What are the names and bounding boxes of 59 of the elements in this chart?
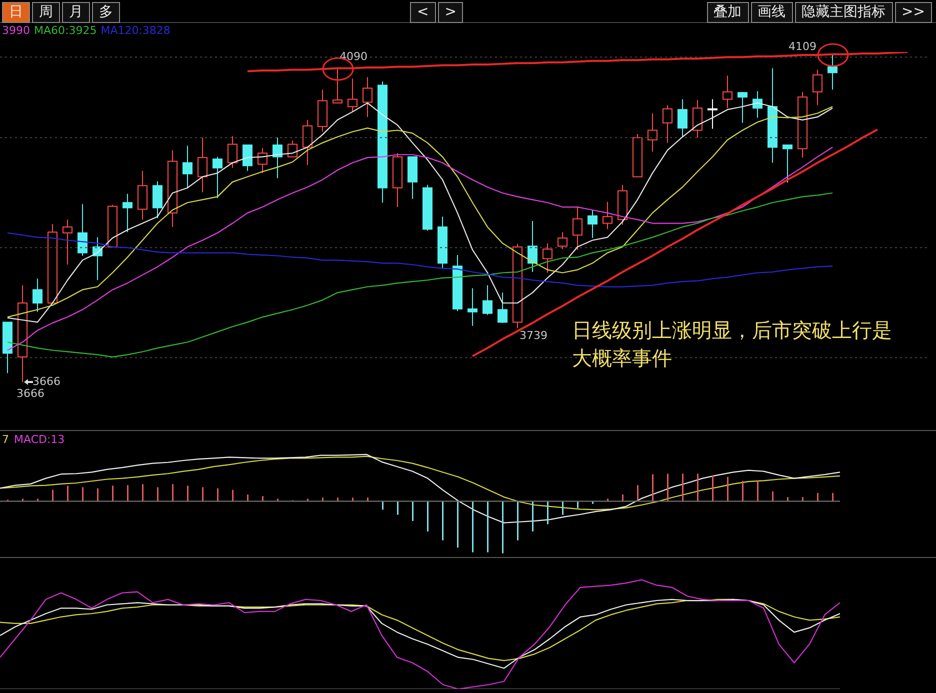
candlestick <box>272 137 282 179</box>
candlestick <box>32 278 42 312</box>
candlestick <box>812 69 822 106</box>
candlestick <box>708 98 718 130</box>
candlestick <box>588 209 598 239</box>
text: 3990 <box>2 24 30 37</box>
candlestick <box>182 145 192 188</box>
candlestick <box>62 219 72 266</box>
text: 3666 <box>16 387 44 400</box>
candlestick <box>152 180 162 219</box>
text: >> <box>894 2 932 23</box>
candlestick <box>542 242 552 274</box>
candlestick <box>528 220 538 272</box>
text: 周 <box>32 2 60 23</box>
candlestick <box>122 193 132 233</box>
text: > <box>438 2 464 23</box>
candlestick <box>692 99 702 138</box>
text: 画线 <box>750 2 793 23</box>
candlestick <box>498 292 508 324</box>
candlestick <box>722 75 732 109</box>
candlestick <box>362 76 372 118</box>
annotation: 4090 <box>340 50 368 63</box>
candlestick <box>782 144 792 184</box>
annotation: 3739 <box>520 329 548 342</box>
candlestick <box>228 136 238 168</box>
candlestick <box>198 137 208 193</box>
candlestick <box>78 204 88 256</box>
text: 多 <box>92 2 120 23</box>
candlestick <box>662 104 672 144</box>
candlestick <box>828 54 838 90</box>
candlestick <box>468 288 478 326</box>
candlestick <box>648 112 658 152</box>
candlestick <box>752 90 762 118</box>
candlestick <box>212 156 222 199</box>
candlestick <box>242 144 252 172</box>
text: MA60:3925 <box>34 24 97 37</box>
text: < <box>410 2 436 23</box>
candlestick <box>558 232 568 250</box>
annotation: 3666 <box>32 375 60 388</box>
text: 隐藏主图指标 <box>794 2 893 23</box>
text: MACD:13 <box>14 433 65 446</box>
candlestick <box>288 140 298 158</box>
candlestick <box>738 91 748 124</box>
candlestick <box>138 170 148 220</box>
text: 叠加 <box>706 2 749 23</box>
annotation: 4109 <box>788 40 816 53</box>
text: MA120:3828 <box>100 24 170 37</box>
annotation: 日线级别上涨明显，后市突破上行是大概率事件 <box>572 317 893 372</box>
candlestick <box>302 119 312 166</box>
candlestick <box>572 206 582 250</box>
candlestick <box>332 68 342 104</box>
text: 7 <box>2 433 9 446</box>
candlestick <box>602 201 612 230</box>
candlestick <box>678 98 688 138</box>
candlestick <box>348 78 358 112</box>
text: 月 <box>62 2 90 23</box>
candlestick <box>482 284 492 316</box>
text: 日 <box>2 2 30 23</box>
candlestick <box>258 147 268 174</box>
